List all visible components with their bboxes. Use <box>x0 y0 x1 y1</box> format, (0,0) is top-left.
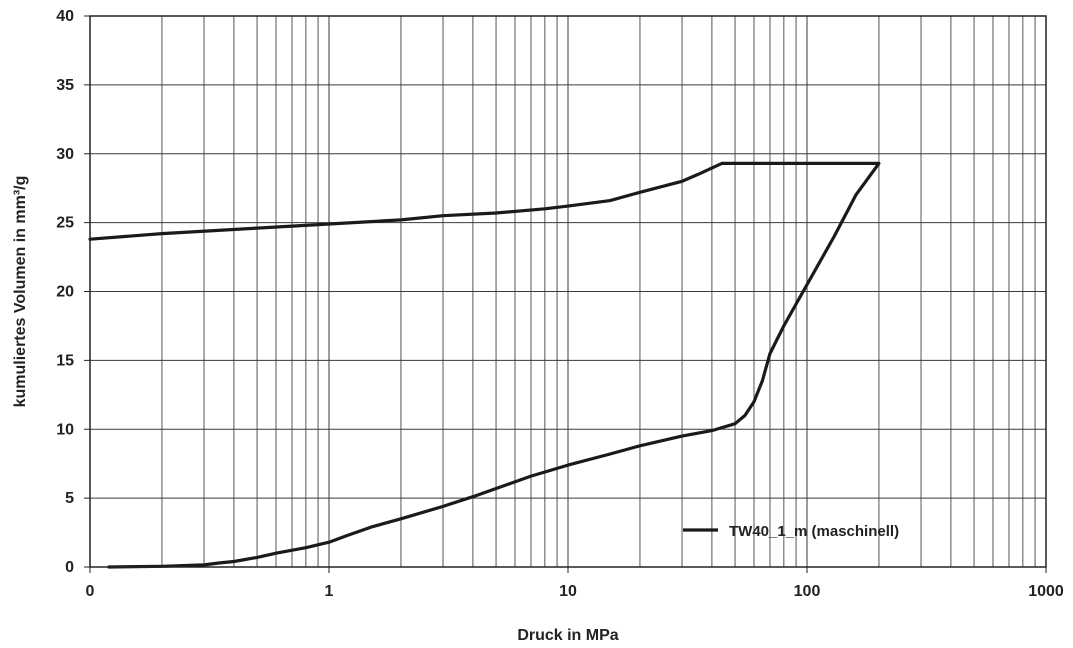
y-tick-label: 40 <box>56 8 74 25</box>
y-tick-label: 20 <box>56 284 74 301</box>
series-layer <box>88 161 881 569</box>
y-axis-title: kumuliertes Volumen in mm³/g <box>12 176 29 408</box>
x-tick-label: 100 <box>794 583 821 600</box>
series-line <box>88 161 881 569</box>
y-tick-label: 30 <box>56 146 74 163</box>
y-tick-label: 10 <box>56 421 74 438</box>
x-axis-title: Druck in MPa <box>517 627 618 644</box>
y-tick-label: 5 <box>65 490 74 507</box>
legend-label: TW40_1_m (maschinell) <box>729 523 899 540</box>
legend: TW40_1_m (maschinell) <box>683 523 899 540</box>
x-tick-label: 10 <box>559 583 577 600</box>
y-tick-label: 25 <box>56 215 74 232</box>
x-tick-label: 1 <box>325 583 334 600</box>
y-tick-label: 35 <box>56 77 74 94</box>
y-tick-label: 0 <box>65 559 74 576</box>
y-tick-label: 15 <box>56 352 74 369</box>
x-tick-label: 0 <box>86 583 95 600</box>
x-tick-labels: 0 1 10 100 1000 <box>86 567 1064 600</box>
y-tick-labels: 0 5 10 15 20 25 30 35 40 <box>56 8 90 576</box>
x-tick-label: 1000 <box>1028 583 1064 600</box>
